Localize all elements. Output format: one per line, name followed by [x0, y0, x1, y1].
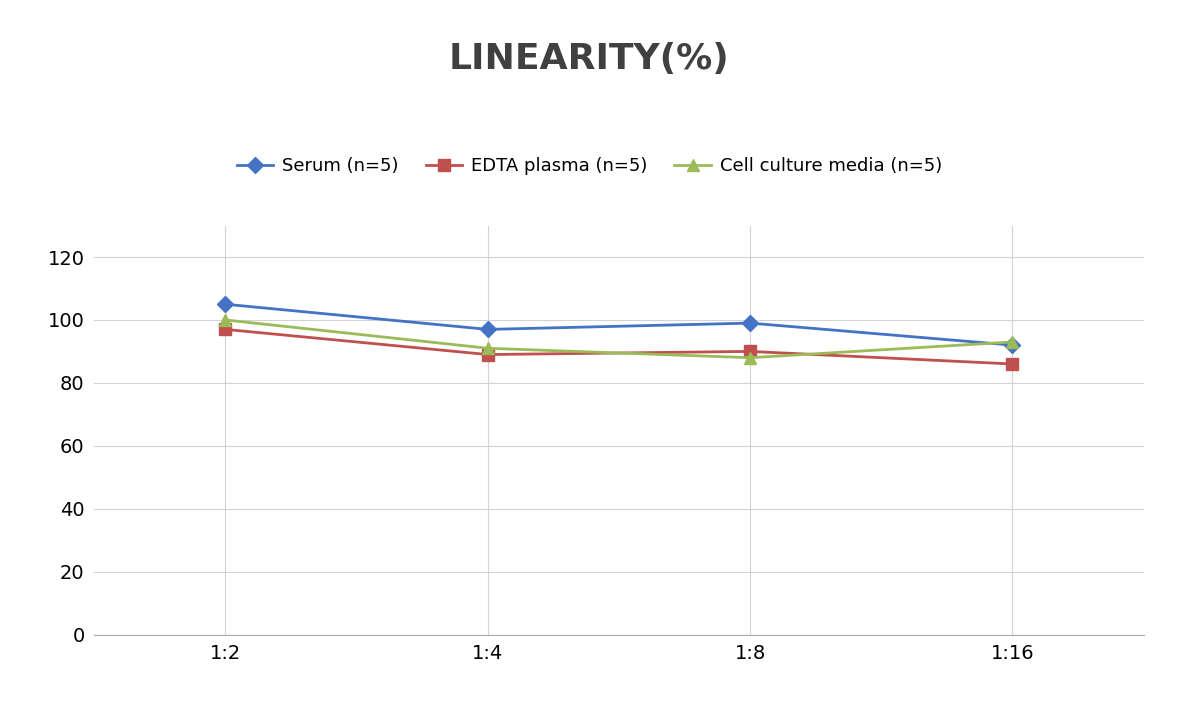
Legend: Serum (n=5), EDTA plasma (n=5), Cell culture media (n=5): Serum (n=5), EDTA plasma (n=5), Cell cul…: [230, 150, 949, 183]
EDTA plasma (n=5): [1006, 360, 1020, 368]
Cell culture media (n=5): [1006, 338, 1020, 346]
Cell culture media (n=5): [743, 353, 757, 362]
Text: LINEARITY(%): LINEARITY(%): [449, 42, 730, 76]
Serum (n=5): [218, 300, 232, 309]
Serum (n=5): [481, 325, 495, 333]
Cell culture media (n=5): [481, 344, 495, 352]
EDTA plasma (n=5): [218, 325, 232, 333]
Cell culture media (n=5): [218, 316, 232, 324]
EDTA plasma (n=5): [481, 350, 495, 359]
Line: Serum (n=5): Serum (n=5): [220, 299, 1017, 350]
Serum (n=5): [1006, 341, 1020, 350]
EDTA plasma (n=5): [743, 347, 757, 355]
Serum (n=5): [743, 319, 757, 327]
Line: EDTA plasma (n=5): EDTA plasma (n=5): [220, 324, 1017, 369]
Line: Cell culture media (n=5): Cell culture media (n=5): [220, 314, 1017, 363]
